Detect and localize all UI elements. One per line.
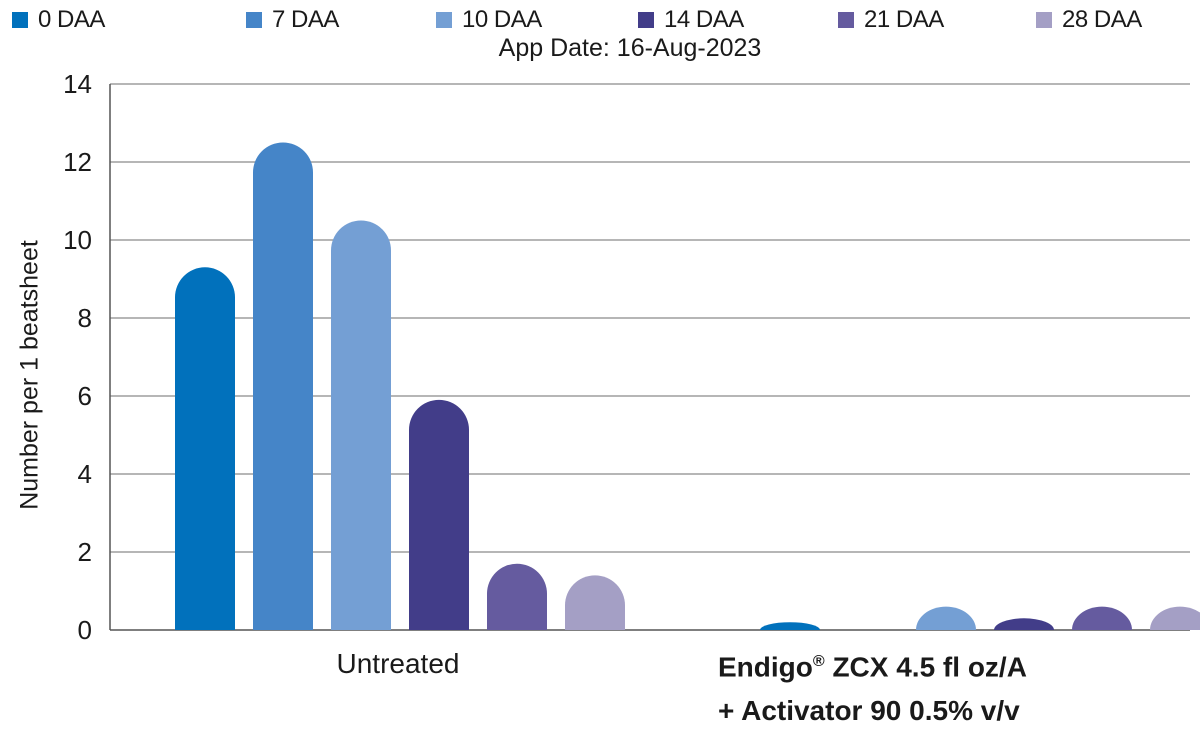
- y-tick-label: 4: [78, 459, 92, 489]
- legend-label: 7 DAA: [272, 6, 339, 33]
- legend-label: 10 DAA: [462, 6, 542, 33]
- legend-item: 28 DAA: [1036, 4, 1142, 36]
- bar: [1150, 606, 1200, 630]
- bar: [331, 220, 391, 631]
- legend-label: 21 DAA: [864, 6, 944, 33]
- y-tick-label: 6: [78, 381, 92, 411]
- legend-item: 21 DAA: [838, 4, 944, 36]
- legend-item: 7 DAA: [246, 4, 339, 36]
- x-category-label: Untreated: [336, 648, 460, 679]
- bar: [1072, 606, 1132, 630]
- bar: [409, 399, 469, 630]
- category-line-1-rest: ZCX 4.5 fl oz/A: [824, 651, 1027, 683]
- legend-label: 28 DAA: [1062, 6, 1142, 33]
- bar: [565, 575, 625, 630]
- category-line-2: + Activator 90 0.5% v/v: [718, 695, 1020, 727]
- y-tick-label: 12: [63, 147, 92, 177]
- y-tick-label: 14: [63, 69, 92, 99]
- y-tick-label: 8: [78, 303, 92, 333]
- legend-swatch: [1036, 12, 1052, 28]
- category-line-1: Endigo® ZCX 4.5 fl oz/A: [718, 651, 1027, 683]
- y-tick-label: 10: [63, 225, 92, 255]
- legend-label: 0 DAA: [38, 6, 105, 33]
- legend-item: 0 DAA: [12, 4, 105, 36]
- chart-subtitle: App Date: 16-Aug-2023: [498, 34, 762, 62]
- x-category-label: Endigo® ZCX 4.5 fl oz/A + Activator 90 0…: [718, 640, 1027, 733]
- bar: [994, 618, 1054, 630]
- y-tick-label: 2: [78, 537, 92, 567]
- y-tick-label: 0: [78, 615, 92, 645]
- bar: [916, 606, 977, 630]
- registered-mark: ®: [812, 653, 825, 670]
- legend-label: 14 DAA: [664, 6, 744, 33]
- legend-swatch: [638, 12, 654, 28]
- bar: [760, 622, 820, 630]
- legend-swatch: [12, 12, 28, 28]
- legend-swatch: [838, 12, 854, 28]
- bar: [487, 563, 547, 630]
- legend-swatch: [436, 12, 452, 28]
- bar: [253, 142, 313, 631]
- bar: [175, 267, 236, 630]
- legend-item: 10 DAA: [436, 4, 542, 36]
- legend: 0 DAA 7 DAA 10 DAA 14 DAA 21 DAA 28 DAA: [6, 4, 1194, 36]
- legend-swatch: [246, 12, 262, 28]
- legend-item: 14 DAA: [638, 4, 744, 36]
